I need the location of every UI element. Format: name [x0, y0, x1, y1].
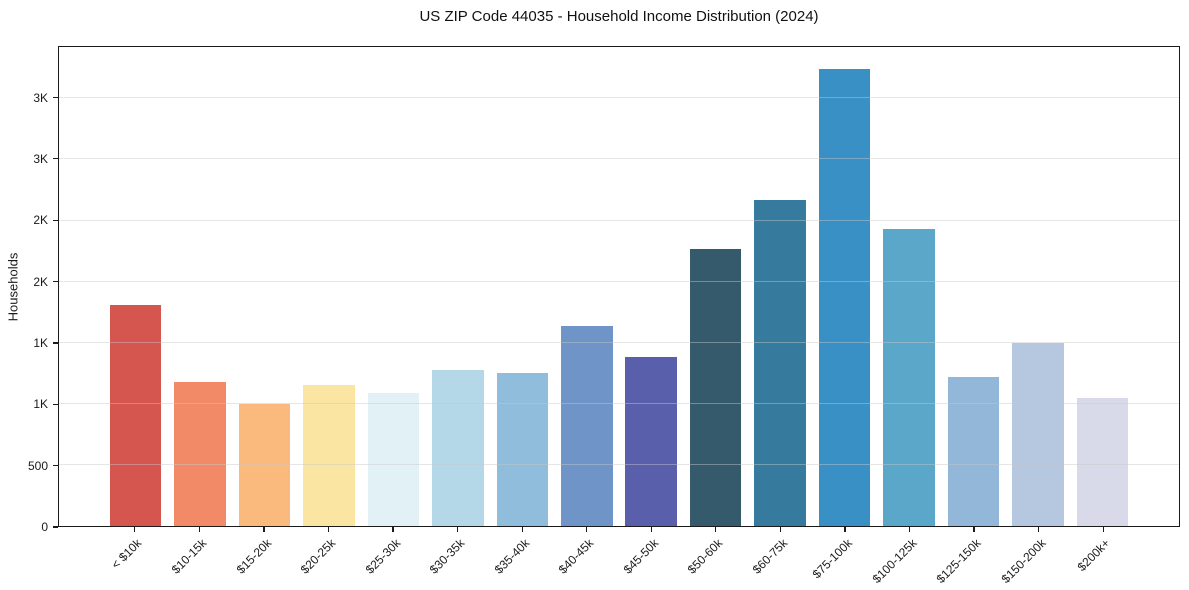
gridline	[59, 463, 1179, 465]
x-tick-label: $30-35k	[426, 536, 468, 577]
x-axis: < $10k $10-15k $15-20k $20-25k $25-30k $30-35…	[58, 527, 1180, 590]
gridline	[59, 158, 1179, 160]
plot-area	[58, 46, 1180, 527]
x-tick-label: $125-150k	[933, 536, 984, 587]
y-tick-label: 3K	[33, 151, 48, 166]
y-tick-label: 500	[27, 458, 48, 473]
y-tick-mark	[53, 403, 58, 405]
x-tick-label: $60-75k	[749, 536, 791, 577]
x-tick-mark	[521, 527, 523, 532]
bar	[754, 199, 806, 526]
x-tick-mark	[263, 527, 265, 532]
bar	[1012, 342, 1064, 526]
x-tick-label: $200k+	[1075, 536, 1114, 574]
bar	[432, 369, 484, 526]
y-tick-mark	[53, 96, 58, 99]
x-tick-mark	[134, 527, 136, 532]
x-tick-label: $25-30k	[362, 536, 403, 577]
gridline	[59, 97, 1179, 99]
x-tick-mark	[327, 527, 330, 532]
gridline	[59, 219, 1179, 221]
x-tick-label: $45-50k	[620, 536, 662, 577]
x-tick-mark	[457, 527, 459, 532]
y-tick-label: 3K	[33, 90, 48, 105]
y-tick-mark	[53, 526, 58, 528]
x-tick-mark	[586, 527, 588, 532]
gridline	[59, 341, 1179, 343]
x-tick-mark	[844, 527, 846, 532]
x-tick-label: $40-45k	[556, 536, 597, 577]
x-tick-mark	[973, 527, 975, 532]
x-tick-label: < $10k	[109, 536, 145, 572]
y-tick-mark	[53, 158, 58, 160]
gridline	[59, 402, 1179, 404]
x-tick-mark	[779, 527, 781, 532]
y-axis: 0 500 1K 1K 2K 2K 3K 3K	[0, 46, 58, 534]
bar	[303, 385, 355, 526]
x-tick-label: $10-15k	[168, 536, 210, 577]
y-tick-label: 0	[41, 520, 48, 534]
x-tick-mark	[198, 527, 200, 532]
x-tick-mark	[715, 527, 717, 532]
y-tick-label: 1K	[33, 397, 48, 412]
y-tick-label: 2K	[33, 213, 48, 228]
x-tick-label: $20-25k	[297, 536, 339, 577]
gridlines-layer	[59, 47, 1179, 526]
x-tick-mark	[908, 527, 911, 532]
bar	[818, 69, 871, 526]
x-tick-label: $15-20k	[233, 536, 274, 577]
bar	[238, 403, 291, 526]
bar	[1076, 397, 1129, 526]
x-tick-label: $75-100k	[809, 536, 855, 582]
bar	[109, 304, 162, 526]
x-tick-label: $50-60k	[685, 536, 726, 577]
x-tick-label: $150-200k	[998, 536, 1049, 587]
bar	[496, 372, 549, 526]
y-tick-label: 2K	[33, 274, 48, 289]
bar	[947, 376, 1000, 526]
bar	[561, 325, 613, 526]
y-tick-mark	[53, 280, 58, 283]
y-tick-mark	[53, 465, 58, 467]
x-tick-mark	[1102, 527, 1104, 532]
y-tick-mark	[53, 342, 58, 344]
y-tick-label: 1K	[33, 335, 48, 350]
y-tick-mark	[53, 219, 58, 221]
x-tick-mark	[650, 527, 652, 532]
x-tick-mark	[392, 527, 394, 532]
x-tick-label: $100-125k	[869, 536, 920, 587]
x-tick-label: $35-40k	[491, 536, 533, 577]
bar	[883, 229, 935, 526]
bar	[174, 381, 226, 526]
chart-title: US ZIP Code 44035 - Household Income Dis…	[419, 8, 819, 25]
bar	[367, 392, 420, 526]
bar	[689, 248, 742, 526]
bar	[625, 357, 677, 526]
x-tick-mark	[1038, 527, 1040, 532]
gridline	[59, 280, 1179, 282]
bars-layer	[59, 47, 1179, 526]
